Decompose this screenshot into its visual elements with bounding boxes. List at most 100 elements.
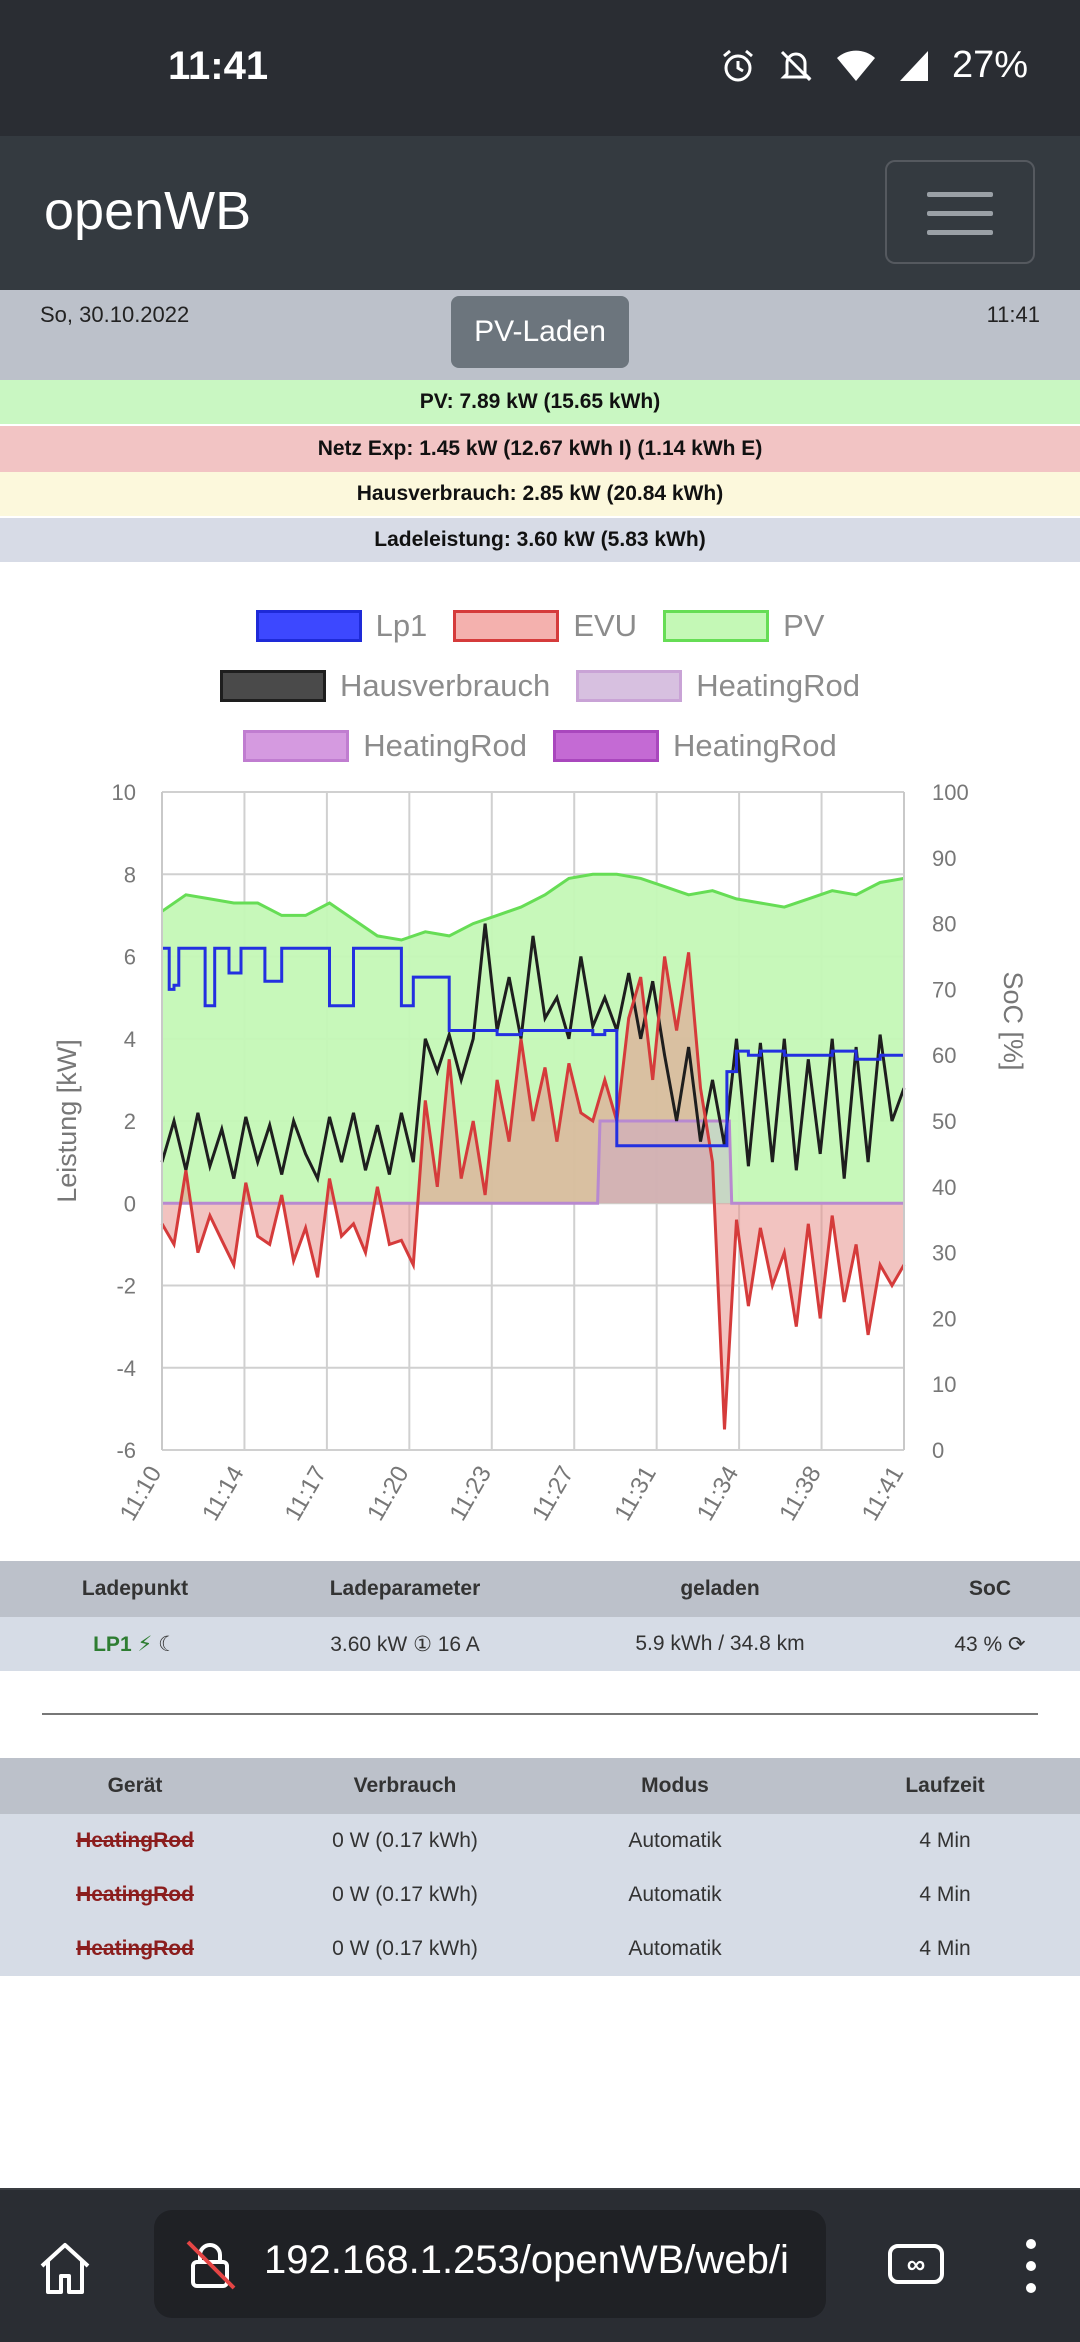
- table-row[interactable]: HeatingRod 0 W (0.17 kWh) Automatik 4 Mi…: [0, 1814, 1080, 1868]
- y-tick-label: 2: [124, 1109, 136, 1134]
- col-ladeparameter: Ladeparameter: [329, 1577, 481, 1600]
- legend-item-heatingrod-3[interactable]: HeatingRod: [553, 728, 837, 764]
- house-summary: Hausverbrauch: 2.85 kW (20.84 kWh): [0, 472, 1080, 516]
- y2-tick-label: 80: [932, 912, 956, 937]
- alarm-icon: [722, 49, 753, 81]
- device-mode: Automatik: [628, 1829, 722, 1852]
- section-divider: [42, 1713, 1038, 1715]
- device-table: Gerät Verbrauch Modus Laufzeit HeatingRo…: [0, 1758, 1080, 1976]
- moon-icon: ☾: [158, 1632, 177, 1656]
- refresh-icon[interactable]: ⟳: [1008, 1632, 1026, 1656]
- legend-swatch: [663, 610, 770, 642]
- x-tick-label: 11:23: [444, 1462, 497, 1526]
- status-icons: 27%: [720, 44, 1028, 87]
- table-row[interactable]: LP1 ⚡ ☾ 3.60 kW ① 16 A 5.9 kWh / 34.8 km…: [0, 1617, 1080, 1671]
- pv-summary: PV: 7.89 kW (15.65 kWh): [0, 380, 1080, 424]
- legend-item-heatingrod-2[interactable]: HeatingRod: [243, 728, 527, 764]
- insecure-lock-icon[interactable]: [184, 2238, 238, 2292]
- lp-charged-cell: 5.9 kWh / 34.8 km: [635, 1632, 805, 1655]
- device-runtime: 4 Min: [919, 1883, 971, 1906]
- legend-item-pv[interactable]: PV: [663, 608, 824, 644]
- legend-item-lp1[interactable]: Lp1: [255, 608, 427, 644]
- power-chart: 1086420-2-4-6100908070605040302010011:10…: [52, 780, 1028, 1526]
- lp-params-cell: 3.60 kW ① 16 A: [330, 1632, 480, 1656]
- y2-tick-label: 50: [932, 1109, 956, 1134]
- y-axis-title: Leistung [kW]: [52, 1039, 82, 1203]
- more-options-icon[interactable]: [1016, 2234, 1046, 2298]
- col-geladen: geladen: [680, 1577, 760, 1600]
- legend-item-hausverbrauch[interactable]: Hausverbrauch: [220, 668, 550, 704]
- charge-summary: Ladeleistung: 3.60 kW (5.83 kWh): [0, 518, 1080, 562]
- col-laufzeit: Laufzeit: [905, 1774, 985, 1797]
- menu-toggle-button[interactable]: [885, 160, 1035, 264]
- device-usage: 0 W (0.17 kWh): [332, 1883, 478, 1906]
- brand-logo[interactable]: openWB: [44, 181, 252, 241]
- heatingrod-line: [162, 1119, 904, 1205]
- y2-tick-label: 100: [932, 780, 969, 805]
- device-name[interactable]: HeatingRod: [76, 1883, 194, 1906]
- url-text: 192.168.1.253/openWB/web/i: [264, 2238, 789, 2282]
- y-tick-label: -2: [116, 1274, 136, 1299]
- y2-axis-title: SoC [%]: [998, 971, 1028, 1070]
- lp1-line: [162, 946, 904, 1148]
- home-icon[interactable]: [36, 2240, 94, 2296]
- y2-tick-label: 10: [932, 1372, 956, 1397]
- device-usage: 0 W (0.17 kWh): [332, 1829, 478, 1852]
- wifi-icon: [836, 50, 875, 81]
- device-usage: 0 W (0.17 kWh): [332, 1937, 478, 1960]
- y2-tick-label: 30: [932, 1241, 956, 1266]
- signal-icon: [899, 50, 928, 81]
- legend-swatch: [576, 670, 683, 702]
- status-bar: 11:41 27%: [0, 0, 1080, 136]
- lp-soc-cell[interactable]: 43 % ⟳: [954, 1632, 1026, 1656]
- col-modus: Modus: [641, 1774, 709, 1797]
- y2-tick-label: 90: [932, 846, 956, 871]
- legend-swatch: [255, 610, 362, 642]
- table-row[interactable]: HeatingRod 0 W (0.17 kWh) Automatik 4 Mi…: [0, 1868, 1080, 1922]
- col-geraet: Gerät: [107, 1774, 163, 1797]
- grid-summary: Netz Exp: 1.45 kW (12.67 kWh I) (1.14 kW…: [0, 426, 1080, 472]
- current-date: So, 30.10.2022: [40, 302, 190, 327]
- x-tick-label: 11:34: [692, 1462, 745, 1526]
- y2-tick-label: 20: [932, 1306, 956, 1331]
- legend-item-evu[interactable]: EVU: [453, 608, 637, 644]
- table-row[interactable]: HeatingRod 0 W (0.17 kWh) Automatik 4 Mi…: [0, 1922, 1080, 1976]
- y-tick-label: 0: [124, 1191, 136, 1216]
- charge-mode-button[interactable]: PV-Laden: [451, 296, 629, 368]
- y-tick-label: 10: [112, 780, 136, 805]
- device-runtime: 4 Min: [919, 1937, 971, 1960]
- tabs-icon[interactable]: ∞: [886, 2234, 946, 2294]
- x-tick-label: 11:10: [115, 1462, 168, 1526]
- x-tick-label: 11:17: [280, 1462, 333, 1526]
- pv-line: [161, 872, 905, 942]
- device-mode: Automatik: [628, 1937, 722, 1960]
- device-name[interactable]: HeatingRod: [76, 1829, 194, 1852]
- browser-toolbar: 192.168.1.253/openWB/web/i ∞: [0, 2188, 1080, 2342]
- y2-tick-label: 70: [932, 977, 956, 1002]
- y2-tick-label: 40: [932, 1175, 956, 1200]
- plug-icon: ⚡: [137, 1632, 153, 1656]
- charge-point-table: Ladepunkt Ladeparameter geladen SoC LP1 …: [0, 1561, 1080, 1671]
- charge-point-table-header: Ladepunkt Ladeparameter geladen SoC: [0, 1561, 1080, 1617]
- lp-name-cell[interactable]: LP1 ⚡ ☾: [93, 1632, 177, 1656]
- address-bar[interactable]: 192.168.1.253/openWB/web/i: [154, 2210, 826, 2318]
- hamburger-icon: [927, 192, 993, 197]
- x-tick-label: 11:27: [527, 1462, 580, 1526]
- legend-swatch: [243, 730, 350, 762]
- hausverbrauch-line: [160, 923, 906, 1184]
- legend-swatch: [553, 730, 659, 762]
- y-tick-label: 4: [124, 1027, 136, 1052]
- battery-level: 27%: [951, 44, 1028, 86]
- col-ladepunkt: Ladepunkt: [81, 1577, 189, 1600]
- x-tick-label: 11:41: [857, 1462, 910, 1526]
- x-tick-label: 11:14: [197, 1462, 250, 1526]
- evu-area: [162, 952, 904, 1430]
- device-name[interactable]: HeatingRod: [76, 1937, 194, 1960]
- svg-text:∞: ∞: [907, 2249, 926, 2279]
- y2-tick-label: 0: [932, 1438, 944, 1463]
- evu-line: [160, 952, 906, 1430]
- legend-item-heatingrod-1[interactable]: HeatingRod: [576, 668, 860, 704]
- device-table-header: Gerät Verbrauch Modus Laufzeit: [0, 1758, 1080, 1814]
- y-tick-label: 6: [124, 945, 136, 970]
- col-soc: SoC: [969, 1577, 1011, 1600]
